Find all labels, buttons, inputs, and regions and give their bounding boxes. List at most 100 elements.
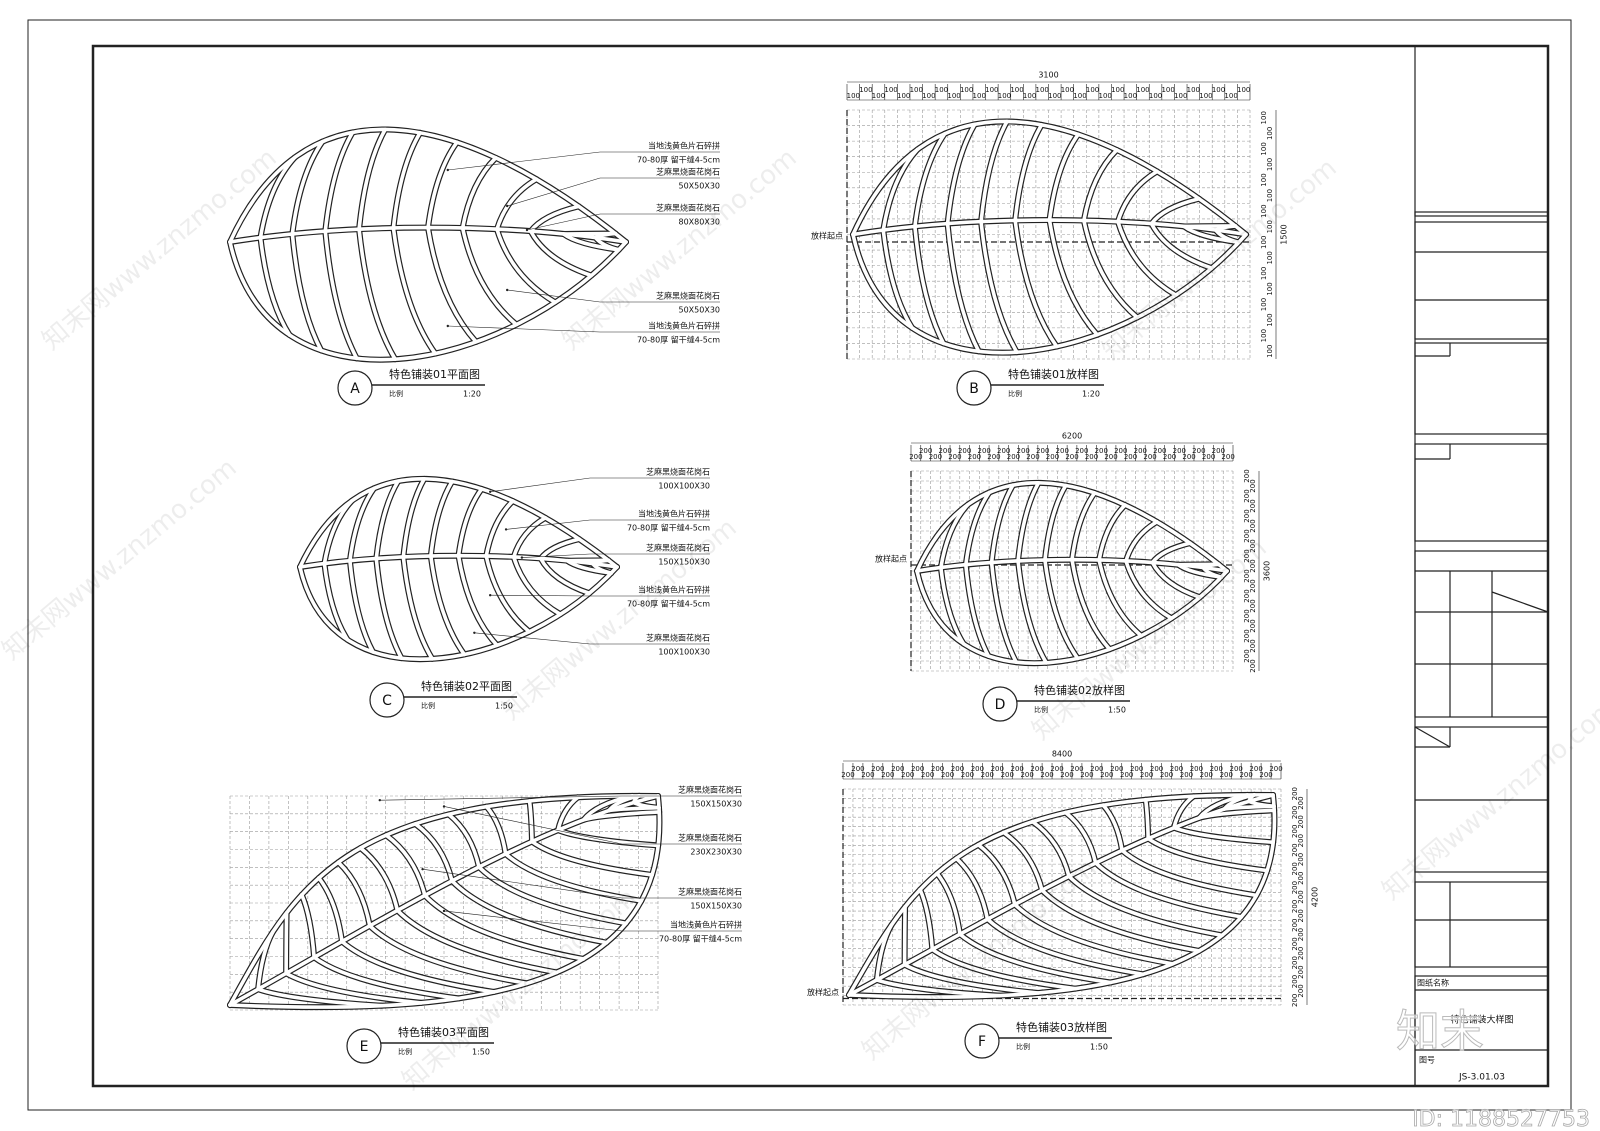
leaf-band-inner xyxy=(374,479,400,561)
leaf-band xyxy=(1080,217,1141,321)
note-spec: 70-80厚 留干缝4-5cm xyxy=(659,934,742,944)
dimension-label: 200 xyxy=(1249,765,1262,773)
leader-dot xyxy=(446,324,449,328)
sheet-name: 特色铺装大样图 xyxy=(1450,1014,1513,1026)
leaf-band xyxy=(483,498,516,560)
watermark-site: 知末网www.znzmo.com xyxy=(497,513,743,726)
watermark-id: ID: 1188527753 xyxy=(1412,1107,1590,1131)
leaf-band xyxy=(510,553,564,618)
dimension-label: 200 xyxy=(1134,447,1147,455)
dimension-label: 200 xyxy=(1291,806,1299,819)
detail-view: 当地浅黄色片石碎拼 70-80厚 留干缝4-5cm 芝麻黑烧面花岗石 50X50X30… xyxy=(227,126,720,406)
view-title: 特色铺装03平面图 xyxy=(398,1025,489,1039)
dimension-label: 100 xyxy=(998,92,1011,100)
detail-view: 2002002002002002002002002002002002002002… xyxy=(875,432,1272,722)
watermark-site: 知末网www.znzmo.com xyxy=(0,453,243,666)
dimension-label: 100 xyxy=(897,92,910,100)
dimension-label: 200 xyxy=(1056,447,1069,455)
note-spec: 70-80厚 留干缝4-5cm xyxy=(637,335,720,345)
view-marker xyxy=(337,370,373,406)
dimension-label: 200 xyxy=(881,771,894,779)
leaf-band-inner xyxy=(556,795,580,832)
leaf-band xyxy=(493,176,540,233)
dimension-label: 100 xyxy=(1098,92,1111,100)
scale-value: 1:50 xyxy=(1108,706,1126,715)
dimension-label: 200 xyxy=(1210,765,1223,773)
view-title: 特色铺装01放样图 xyxy=(1008,367,1099,381)
dimension-label: 200 xyxy=(1221,453,1234,461)
dimension-label: 100 xyxy=(935,86,948,94)
leaf-band xyxy=(933,870,963,938)
leaf-band-inner xyxy=(374,556,404,660)
dimension-label: 200 xyxy=(1050,765,1063,773)
scale-label: 比例 xyxy=(421,701,435,710)
leaf-band-inner xyxy=(323,229,359,361)
leaf-band-inner xyxy=(915,569,1229,665)
leaf-band xyxy=(315,874,346,945)
dimension-label: 200 xyxy=(911,765,924,773)
leaf-band xyxy=(1096,557,1145,639)
origin-label: 放样起点 xyxy=(807,987,839,997)
leader-dot xyxy=(442,909,446,913)
leaf-band-inner xyxy=(284,971,423,1005)
leader-dot xyxy=(442,805,446,808)
leaf-band-inner xyxy=(391,131,422,230)
dimension-label: 200 xyxy=(1291,843,1299,856)
dimension-label: 200 xyxy=(929,453,942,461)
leaf-band-inner xyxy=(1070,557,1112,652)
scale-value: 1:50 xyxy=(1090,1043,1108,1052)
dimension-label: 200 xyxy=(1291,994,1299,1007)
dimension-label: 200 xyxy=(851,765,864,773)
leader-line xyxy=(507,289,601,303)
leaf-band-inner xyxy=(1016,481,1041,563)
leaf-band-inner xyxy=(875,978,1001,998)
dimension-label: 100 xyxy=(1260,329,1268,342)
leaf-band-inner xyxy=(530,839,654,877)
leaf-band-inner xyxy=(323,130,355,233)
dimension-label: 100 xyxy=(1266,189,1274,202)
leaf-band-inner xyxy=(428,554,467,657)
leaf-band-inner xyxy=(581,810,662,822)
leaf-band-inner xyxy=(495,177,539,231)
leaf-band xyxy=(1069,489,1098,563)
view-marker xyxy=(964,1023,1000,1059)
note-material: 芝麻黑烧面花岗石 xyxy=(678,887,742,897)
dimension-label: 100 xyxy=(1260,204,1268,217)
leaf-band xyxy=(944,121,978,227)
leaf-band-inner xyxy=(989,483,1015,565)
dimension-label: 200 xyxy=(1150,765,1163,773)
sheet-name-label: 图纸名称 xyxy=(1417,978,1449,988)
dimension-label: 200 xyxy=(1026,453,1039,461)
dimension-label: 100 xyxy=(985,86,998,94)
dimension-label: 200 xyxy=(1202,453,1215,461)
leaf-band-inner xyxy=(913,131,947,229)
leaf-band-inner xyxy=(322,561,350,642)
dimension-label: 100 xyxy=(1048,92,1061,100)
leaf-band-inner xyxy=(1013,902,1175,966)
leaf-band-inner xyxy=(358,846,400,913)
dimension-label: 200 xyxy=(1291,937,1299,950)
note-material: 芝麻黑烧面花岗石 xyxy=(656,291,720,301)
note-spec: 150X150X30 xyxy=(658,558,710,567)
dimension-label: 200 xyxy=(1170,765,1183,773)
view-marker xyxy=(369,682,405,718)
dimension-label: 200 xyxy=(1243,549,1251,562)
dimension-label: 200 xyxy=(1297,815,1305,828)
dimension-label: 200 xyxy=(1200,771,1213,779)
dimension-label: 100 xyxy=(1260,298,1268,311)
leaf-band-inner xyxy=(456,487,484,558)
dimension-label: 200 xyxy=(1220,771,1233,779)
note-spec: 70-80厚 留干缝4-5cm xyxy=(627,523,710,533)
leaf-band xyxy=(366,922,530,987)
leaf-band-inner xyxy=(503,852,644,903)
leaf-band-inner xyxy=(538,556,591,596)
leaf-band-inner xyxy=(1082,148,1119,223)
leaf-band-inner xyxy=(1047,132,1081,222)
leaf-band xyxy=(962,561,992,659)
leader-line xyxy=(447,325,601,333)
dimension-label: 200 xyxy=(938,447,951,455)
dimension-label: 100 xyxy=(884,86,897,94)
dimension-label: 200 xyxy=(861,771,874,779)
leaf-band-inner xyxy=(258,155,297,240)
dimension-label: 200 xyxy=(1190,765,1203,773)
